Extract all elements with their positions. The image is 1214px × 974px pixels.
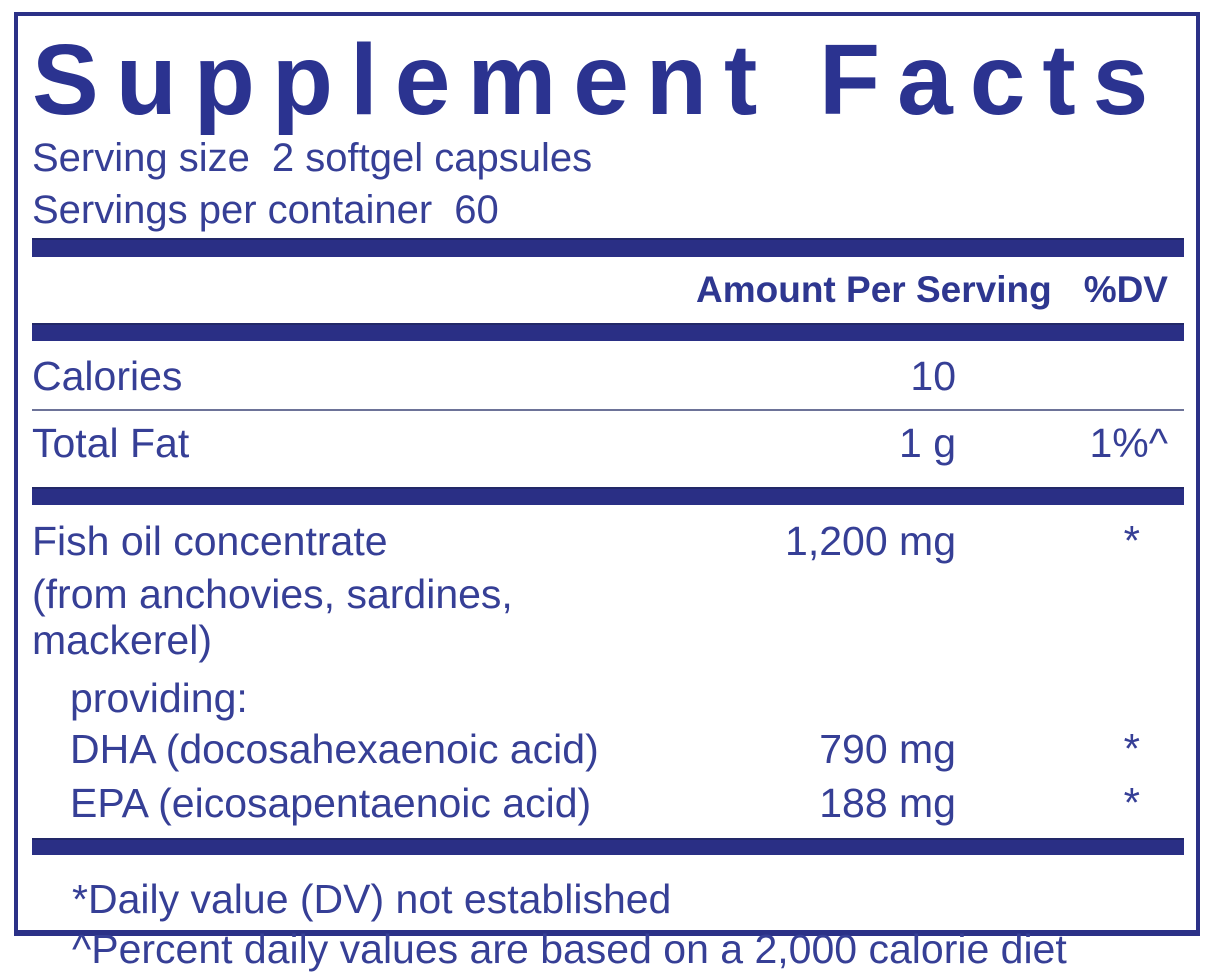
- panel-content: Supplement Facts Serving size 2 softgel c…: [18, 16, 1196, 972]
- nutrient-name: EPA (eicosapentaenoic acid): [70, 780, 592, 826]
- footnotes-section: *Daily value (DV) not established ^Perce…: [32, 874, 1184, 974]
- nutrient-amount: 10: [910, 353, 956, 399]
- panel-title: Supplement Facts: [32, 24, 1166, 136]
- table-row-providing: providing:: [32, 676, 1184, 720]
- table-row-epa: EPA (eicosapentaenoic acid) 188 mg *: [32, 779, 1184, 826]
- nutrient-amount: 188 mg: [819, 780, 956, 826]
- divider-bar-middle: [32, 487, 1184, 505]
- table-row-fish-oil: Fish oil concentrate 1,200 mg *: [32, 505, 1184, 564]
- table-row-total-fat: Total Fat 1 g 1%^: [32, 411, 1184, 465]
- servings-per-container-line: Servings per container 60: [32, 184, 1184, 236]
- column-header-amount: Amount Per Serving: [696, 269, 1052, 310]
- nutrient-name: Fish oil concentrate: [32, 518, 388, 564]
- supplement-facts-panel: Supplement Facts Serving size 2 softgel c…: [14, 12, 1200, 972]
- nutrient-amount: 1,200 mg: [785, 518, 956, 564]
- nutrient-dv: *: [1123, 725, 1140, 772]
- divider-bar-top: [32, 238, 1184, 257]
- nutrient-name: DHA (docosahexaenoic acid): [70, 726, 599, 772]
- nutrient-amount: 790 mg: [819, 726, 956, 772]
- table-row-calories: Calories 10: [32, 341, 1184, 398]
- serving-size-line: Serving size 2 softgel capsules: [32, 132, 1184, 184]
- nutrient-dv: *: [1123, 517, 1140, 564]
- serving-size-label: Serving size: [32, 136, 250, 180]
- nutrient-name: (from anchovies, sardines, mackerel): [32, 571, 513, 663]
- nutrient-name: providing:: [70, 675, 248, 721]
- column-header-row: Amount Per Serving %DV: [32, 257, 1184, 323]
- table-row-dha: DHA (docosahexaenoic acid) 790 mg *: [32, 725, 1184, 772]
- footnote-dv-not-established: *Daily value (DV) not established: [72, 876, 672, 922]
- servings-per-container-label: Servings per container: [32, 188, 433, 232]
- footnote-percent-daily-values: ^Percent daily values are based on a 2,0…: [72, 926, 1067, 972]
- column-header-dv: %DV: [1083, 269, 1168, 310]
- divider-bar-bottom: [32, 838, 1184, 855]
- table-row-source: (from anchovies, sardines, mackerel): [32, 571, 1184, 663]
- nutrient-dv: 1%^: [1089, 420, 1169, 466]
- serving-size-value: 2 softgel capsules: [271, 136, 593, 180]
- divider-bar-header: [32, 323, 1184, 341]
- nutrient-amount: 1 g: [899, 420, 956, 466]
- nutrient-dv: *: [1123, 779, 1140, 826]
- servings-per-container-value: 60: [454, 188, 499, 232]
- nutrient-name: Total Fat: [32, 420, 190, 466]
- nutrient-name: Calories: [32, 353, 183, 399]
- thin-divider: [32, 409, 1184, 411]
